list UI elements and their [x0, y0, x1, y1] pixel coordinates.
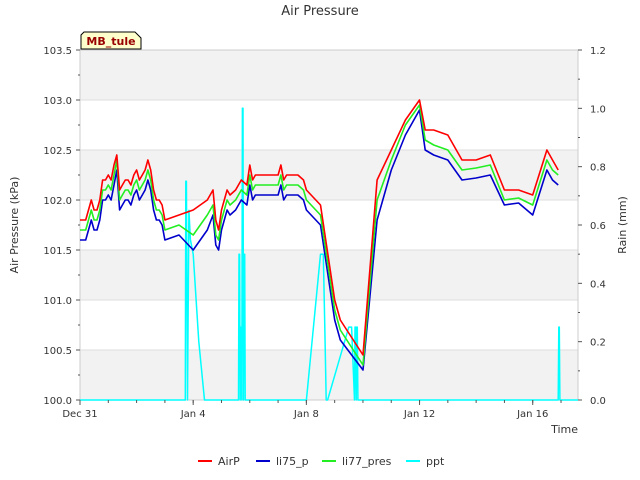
y-tick-label: 103.5: [43, 46, 72, 57]
background-band: [80, 350, 578, 400]
series-line-li77-pres: [80, 104, 559, 366]
y2-tick-label: 0.0: [590, 396, 606, 407]
site-badge: MB_tule: [80, 31, 142, 50]
y2-tick-label: 1.0: [590, 104, 606, 115]
x-axis-label: Time: [550, 423, 578, 436]
y-tick-label: 101.5: [43, 246, 72, 257]
y-tick-label: 101.0: [43, 296, 72, 307]
plot-frame: [79, 49, 579, 401]
x-tick-label: Jan 16: [516, 409, 548, 420]
x-tick-label: Dec 31: [62, 409, 97, 420]
legend-label: li77_pres: [342, 455, 392, 468]
y2-tick-label: 1.2: [590, 46, 606, 57]
y2-axis-label: Rain (mm): [616, 196, 629, 254]
y-tick-label: 100.5: [43, 346, 72, 357]
site-badge-box: [80, 31, 142, 50]
legend-label: AirP: [218, 455, 240, 468]
legend-label: ppt: [426, 455, 445, 468]
background-bands: [80, 50, 578, 400]
y-tick-label: 102.0: [43, 196, 72, 207]
chart-title: Air Pressure: [281, 4, 359, 19]
x-tick-label: Jan 4: [180, 409, 206, 420]
series-line-airp: [80, 99, 559, 356]
axes-layer: 100.0 100.5 101.0 101.5 102.0 102.5 103.0 103.5…: [43, 46, 606, 420]
series-line-ppt: [80, 107, 578, 401]
y2-tick-label: 0.8: [590, 163, 606, 174]
legend-label: li75_p: [276, 455, 309, 468]
y2-tick-label: 0.4: [590, 279, 606, 290]
y2-tick-label: 0.2: [590, 338, 606, 349]
y-axis-label: Air Pressure (kPa): [8, 177, 21, 274]
gridlines: [80, 49, 578, 401]
y-tick-label: 100.0: [43, 396, 72, 407]
y-tick-label: 103.0: [43, 96, 72, 107]
background-band: [80, 50, 578, 100]
x-tick-label: Jan 12: [403, 409, 435, 420]
series-line-li75-p: [80, 109, 559, 371]
y-tick-label: 102.5: [43, 146, 72, 157]
legend: AirP li75_p li77_pres ppt: [198, 455, 445, 468]
y2-tick-label: 0.6: [590, 221, 606, 232]
site-badge-label: MB_tule: [86, 35, 135, 48]
x-tick-label: Jan 8: [293, 409, 319, 420]
series-layer: [80, 99, 578, 401]
